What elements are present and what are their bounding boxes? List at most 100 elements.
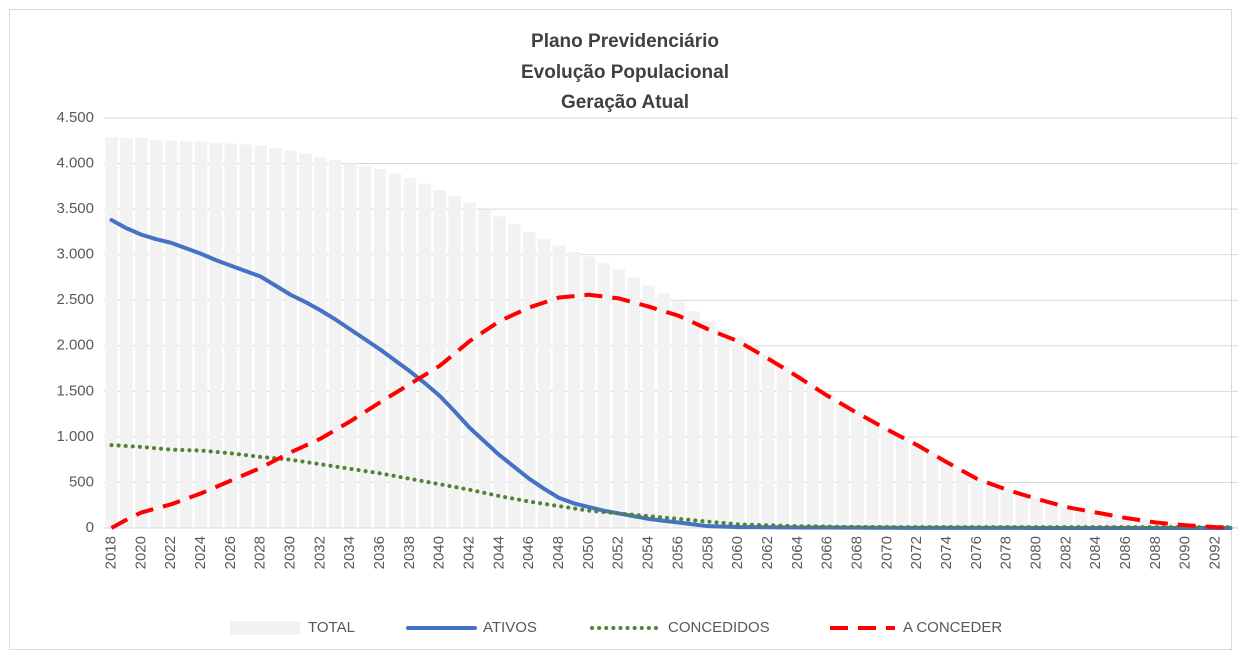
x-tick-label: 2078 [998,536,1015,569]
bar [925,452,939,528]
bar [1119,517,1133,528]
y-tick-label: 4.000 [56,155,94,172]
bar [194,141,208,528]
x-tick-label: 2044 [490,536,507,569]
bar [448,195,461,528]
bar [1000,488,1013,528]
bar [493,216,506,528]
bar [284,150,297,529]
x-tick-label: 2070 [878,536,895,569]
x-tick-label: 2092 [1207,536,1224,569]
bar [224,143,238,528]
x-tick-label: 2058 [699,536,716,569]
bar [806,384,820,528]
legend-label: ATIVOS [483,619,537,636]
legend-label: CONCEDIDOS [668,619,770,636]
x-tick-label: 2028 [252,536,269,569]
bar [1075,508,1088,528]
y-tick-label: 0 [86,519,94,536]
bar [1030,497,1043,528]
x-tick-label: 2038 [401,536,418,569]
bar [940,461,954,528]
bar [299,153,312,529]
bar [418,183,432,528]
bar [508,224,521,528]
x-tick-label: 2088 [1147,536,1164,569]
x-tick-label: 2056 [669,536,686,569]
bar [164,140,178,528]
x-tick-label: 2084 [1087,536,1104,569]
bar [866,420,879,528]
x-tick-label: 2034 [341,536,358,569]
bar [821,394,834,528]
legend-label: TOTAL [308,619,355,636]
bar [329,159,342,528]
x-tick-label: 2042 [461,536,478,569]
bar [463,202,476,528]
bar [254,145,267,529]
x-tick-label: 2086 [1117,536,1134,569]
line-series [109,443,1233,530]
y-tick-label: 3.500 [56,200,94,217]
y-tick-label: 1.500 [56,382,94,399]
x-tick-label: 2046 [520,536,537,569]
bar [537,239,551,528]
bar [702,321,715,528]
bar [970,477,984,528]
bar [776,364,790,528]
x-tick-label: 2024 [192,536,209,569]
y-tick-label: 500 [69,473,94,490]
bar [567,251,581,528]
x-tick-label: 2074 [938,536,955,569]
x-tick-label: 2080 [1028,536,1045,569]
bar [851,411,864,528]
x-tick-label: 2036 [371,536,388,569]
bar [761,355,775,528]
bar [955,469,969,528]
x-tick-label: 2020 [132,536,149,569]
y-tick-label: 1.000 [56,428,94,445]
x-tick-label: 2054 [640,536,657,569]
bar [1015,493,1028,528]
chart-title: Plano Previdenciário [531,31,719,52]
x-tick-label: 2066 [819,536,836,569]
x-tick-label: 2060 [729,536,746,569]
x-tick-label: 2050 [580,536,597,569]
x-tick-label: 2026 [222,536,239,569]
bar [552,245,566,529]
bar [149,139,163,528]
x-tick-label: 2022 [162,536,179,569]
bar [672,301,685,528]
x-tick-label: 2032 [311,536,328,569]
bar [209,143,223,529]
bar [612,269,626,528]
x-tick-label: 2062 [759,536,776,569]
bar [657,293,670,528]
x-tick-label: 2064 [789,536,806,569]
bar [881,428,894,528]
x-tick-label: 2052 [610,536,627,569]
bar [388,173,402,529]
x-tick-label: 2068 [848,536,865,569]
x-tick-label: 2048 [550,536,567,569]
x-tick-label: 2076 [968,536,985,569]
bar [1060,506,1073,528]
bar [910,443,924,528]
bar [627,277,640,528]
bar [105,137,118,528]
bar [1045,502,1058,528]
y-tick-label: 2.500 [56,291,94,308]
bar [1104,514,1118,528]
chart-subtitle: Evolução Populacional [521,62,729,83]
bar [716,328,730,528]
bar [836,402,849,528]
line-series [110,292,1231,530]
bar [582,256,596,528]
bar [642,285,655,528]
bar [314,157,327,528]
bar [403,178,417,528]
bar [896,436,909,528]
bar [597,263,611,528]
x-tick-label: 2082 [1057,536,1074,569]
bar [687,311,700,528]
